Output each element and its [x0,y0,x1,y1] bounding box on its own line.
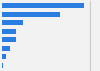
Bar [2,37,16,42]
Bar [2,63,3,68]
Bar [2,29,16,34]
Bar [2,12,60,17]
Bar [2,3,84,8]
Bar [2,46,10,51]
Bar [2,54,6,59]
Bar [2,20,23,25]
